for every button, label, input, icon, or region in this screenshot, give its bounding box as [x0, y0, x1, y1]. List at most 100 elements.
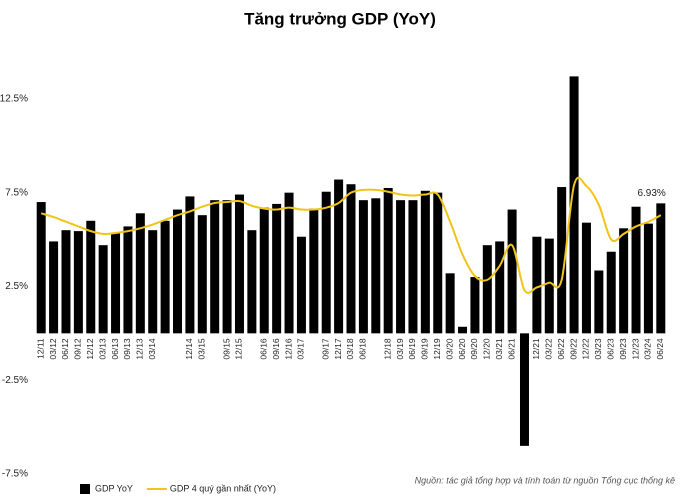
- x-tick-label: 09/16: [271, 338, 281, 360]
- bar: [408, 200, 418, 334]
- x-tick-label: 09/13: [122, 338, 132, 360]
- y-tick-label: 12.5%: [0, 94, 28, 105]
- x-tick-label: 12/23: [630, 338, 640, 360]
- bar: [383, 187, 393, 334]
- x-tick-label: 03/17: [296, 338, 306, 360]
- bar: [98, 245, 108, 334]
- x-tick-label: 12/22: [581, 338, 591, 360]
- x-tick-label: 03/19: [395, 338, 405, 360]
- x-tick-label: 06/23: [605, 338, 615, 360]
- bar: [631, 206, 641, 334]
- bar: [234, 194, 244, 334]
- bar: [160, 220, 170, 334]
- x-tick-label: 12/14: [184, 338, 194, 360]
- bar: [185, 196, 195, 334]
- bar: [470, 277, 480, 334]
- y-tick-label: -7.5%: [2, 469, 28, 480]
- bar: [445, 273, 455, 334]
- x-tick-label: 09/19: [420, 338, 430, 360]
- bar: [606, 251, 616, 334]
- bar: [334, 179, 344, 334]
- x-tick-label: 06/18: [358, 338, 368, 360]
- bar: [86, 220, 96, 334]
- bar: [594, 270, 604, 334]
- bar: [656, 203, 666, 334]
- bar: [148, 230, 158, 334]
- x-tick-label: 12/11: [35, 338, 45, 359]
- x-tick-label: 06/24: [655, 338, 665, 360]
- x-tick-label: 12/15: [234, 338, 244, 360]
- bar: [123, 226, 133, 334]
- x-tick-label: 06/22: [556, 338, 566, 360]
- y-tick-label: 2.5%: [5, 281, 28, 292]
- x-tick-label: 06/16: [259, 338, 269, 360]
- x-tick-label: 09/22: [568, 338, 578, 360]
- x-tick-label: 03/21: [494, 338, 504, 360]
- x-tick-label: 03/22: [544, 338, 554, 360]
- x-tick-label: 03/12: [48, 338, 58, 360]
- bar: [173, 209, 183, 334]
- bar: [581, 222, 591, 334]
- bar: [569, 76, 579, 334]
- x-tick-label: 09/12: [73, 338, 83, 360]
- bar: [358, 200, 368, 334]
- x-tick-label: 12/17: [333, 338, 343, 360]
- bar: [210, 200, 220, 334]
- bar: [73, 231, 83, 334]
- x-tick-label: 12/21: [531, 338, 541, 360]
- bar: [458, 326, 468, 334]
- bar: [321, 191, 331, 334]
- bar: [49, 241, 59, 334]
- bar: [111, 232, 121, 334]
- bar: [197, 215, 207, 334]
- bar: [259, 207, 269, 334]
- bar: [371, 198, 381, 334]
- x-tick-label: 06/19: [407, 338, 417, 360]
- x-tick-label: 12/19: [432, 338, 442, 360]
- x-tick-label: 03/20: [444, 338, 454, 360]
- x-tick-label: 09/15: [221, 338, 231, 360]
- y-tick-label: 7.5%: [5, 187, 28, 198]
- bar: [532, 236, 542, 334]
- bar: [519, 333, 529, 446]
- bar: [420, 190, 430, 334]
- bar: [396, 200, 406, 334]
- bar: [643, 223, 653, 334]
- bar: [507, 209, 517, 334]
- data-label: 6.93%: [637, 188, 665, 199]
- x-tick-label: 09/23: [618, 338, 628, 360]
- x-tick-label: 03/24: [643, 338, 653, 360]
- legend-label: GDP YoY: [95, 483, 133, 493]
- bar: [619, 228, 629, 334]
- bar: [222, 200, 232, 334]
- bar: [284, 192, 294, 334]
- legend-label: GDP 4 quý gần nhất (YoY): [170, 483, 276, 493]
- x-tick-label: 06/12: [60, 338, 70, 360]
- x-tick-label: 06/20: [457, 338, 467, 360]
- line: [40, 176, 662, 294]
- bar: [135, 213, 145, 334]
- x-tick-label: 12/13: [135, 338, 145, 360]
- y-tick-label: -2.5%: [2, 375, 28, 386]
- bar: [346, 184, 356, 334]
- x-tick-label: 09/17: [320, 338, 330, 360]
- x-tick-label: 06/13: [110, 338, 120, 360]
- bar: [272, 203, 282, 334]
- bar: [557, 187, 567, 334]
- bar: [309, 208, 319, 334]
- bar: [495, 241, 505, 334]
- bar: [296, 236, 306, 334]
- x-tick-label: 03/14: [147, 338, 157, 360]
- x-tick-label: 03/15: [197, 338, 207, 360]
- x-tick-label: 03/18: [345, 338, 355, 360]
- bar: [433, 192, 443, 334]
- x-tick-label: 06/21: [506, 338, 516, 360]
- x-tick-label: 03/23: [593, 338, 603, 360]
- bar: [247, 230, 257, 334]
- bar: [36, 202, 46, 334]
- chart-title: Tăng trưởng GDP (YoY): [244, 9, 436, 28]
- x-tick-label: 03/13: [97, 338, 107, 360]
- x-tick-label: 09/20: [469, 338, 479, 360]
- bar: [61, 230, 71, 334]
